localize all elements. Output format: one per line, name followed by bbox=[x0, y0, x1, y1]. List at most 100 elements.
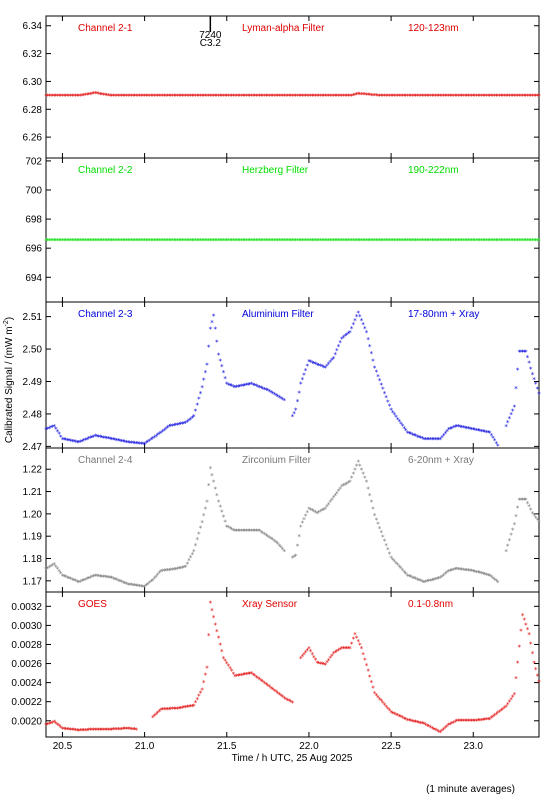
data-point: * bbox=[340, 237, 344, 245]
y-tick-label: 0.0028 bbox=[11, 640, 42, 651]
data-point: * bbox=[442, 572, 446, 580]
data-point: * bbox=[499, 707, 503, 715]
data-point: * bbox=[134, 237, 138, 245]
data-point: * bbox=[478, 570, 482, 578]
data-point: * bbox=[368, 673, 372, 681]
data-point: * bbox=[527, 237, 531, 245]
data-point: * bbox=[78, 578, 82, 586]
data-point: * bbox=[399, 93, 403, 101]
data-point: * bbox=[126, 439, 130, 447]
data-point: * bbox=[47, 564, 51, 572]
data-point: * bbox=[504, 93, 508, 101]
y-axis-label-text: Calibrated Signal / (mW m bbox=[4, 326, 15, 443]
data-point: * bbox=[343, 237, 347, 245]
data-point: * bbox=[72, 438, 76, 446]
data-point: * bbox=[381, 93, 385, 101]
data-point: * bbox=[458, 566, 462, 574]
data-point: * bbox=[435, 237, 439, 245]
data-point: * bbox=[529, 365, 533, 373]
data-point: * bbox=[471, 426, 475, 434]
data-point: * bbox=[455, 423, 459, 431]
data-point: * bbox=[354, 237, 358, 245]
data-point: * bbox=[456, 566, 460, 574]
data-point: * bbox=[530, 93, 534, 101]
data-point: * bbox=[366, 91, 370, 99]
data-point: * bbox=[516, 367, 520, 375]
data-point: * bbox=[420, 435, 424, 443]
data-point: * bbox=[100, 726, 104, 734]
data-point: * bbox=[238, 237, 242, 245]
data-point: * bbox=[511, 526, 515, 534]
data-point: * bbox=[535, 672, 539, 680]
data-point: * bbox=[110, 575, 114, 583]
data-point: * bbox=[216, 499, 220, 507]
data-point: * bbox=[397, 93, 401, 101]
data-point: * bbox=[473, 93, 477, 101]
data-point: * bbox=[348, 645, 352, 653]
data-point: * bbox=[236, 672, 240, 680]
data-point: * bbox=[400, 237, 404, 245]
data-point: * bbox=[524, 348, 528, 356]
data-point: * bbox=[274, 93, 278, 101]
data-point: * bbox=[532, 93, 536, 101]
data-point: * bbox=[529, 237, 533, 245]
data-point: * bbox=[453, 93, 457, 101]
data-point: * bbox=[141, 93, 145, 101]
data-point: * bbox=[212, 313, 216, 321]
data-point: * bbox=[496, 237, 500, 245]
data-point: * bbox=[103, 237, 107, 245]
data-point: * bbox=[266, 237, 270, 245]
data-point: * bbox=[271, 93, 275, 101]
data-point: * bbox=[192, 413, 196, 421]
data-point: * bbox=[169, 423, 173, 431]
data-point: * bbox=[468, 567, 472, 575]
data-point: * bbox=[47, 425, 51, 433]
data-point: * bbox=[445, 428, 449, 436]
data-point: * bbox=[115, 237, 119, 245]
data-point: * bbox=[489, 715, 493, 723]
data-point: * bbox=[106, 435, 110, 443]
data-point: * bbox=[350, 640, 354, 648]
data-point: * bbox=[514, 237, 518, 245]
data-point: * bbox=[108, 574, 112, 582]
data-point: * bbox=[512, 93, 516, 101]
data-point: * bbox=[77, 727, 81, 735]
data-point: * bbox=[433, 237, 437, 245]
data-point: * bbox=[221, 93, 225, 101]
data-point: * bbox=[126, 237, 130, 245]
data-point: * bbox=[333, 93, 337, 101]
data-point: * bbox=[202, 376, 206, 384]
data-point: * bbox=[488, 93, 492, 101]
data-point: * bbox=[233, 237, 237, 245]
data-point: * bbox=[437, 93, 441, 101]
data-point: * bbox=[450, 720, 454, 728]
y-tick-label: 1.19 bbox=[23, 532, 43, 543]
data-point: * bbox=[504, 703, 508, 711]
data-point: * bbox=[422, 721, 426, 729]
data-point: * bbox=[468, 426, 472, 434]
data-point: * bbox=[271, 390, 275, 398]
x-tick-label: 22.0 bbox=[299, 741, 319, 752]
data-point: * bbox=[456, 237, 460, 245]
data-point: * bbox=[315, 510, 319, 518]
data-point: * bbox=[399, 237, 403, 245]
data-point: * bbox=[87, 91, 91, 99]
data-point: * bbox=[409, 431, 413, 439]
data-point: * bbox=[502, 705, 506, 713]
data-point: * bbox=[54, 93, 58, 101]
data-point: * bbox=[200, 93, 204, 101]
panel-band-label: 6-20nm + Xray bbox=[408, 455, 474, 466]
data-point: * bbox=[304, 513, 308, 521]
data-point: * bbox=[82, 437, 86, 445]
data-point: * bbox=[424, 436, 428, 444]
data-point: * bbox=[251, 528, 255, 536]
data-point: * bbox=[493, 93, 497, 101]
data-point: * bbox=[195, 696, 199, 704]
data-point: * bbox=[354, 313, 358, 321]
data-point: * bbox=[501, 706, 505, 714]
data-point: * bbox=[364, 662, 368, 670]
data-point: * bbox=[373, 690, 377, 698]
data-point: * bbox=[198, 525, 202, 533]
data-point: * bbox=[169, 93, 173, 101]
data-point: * bbox=[269, 93, 273, 101]
